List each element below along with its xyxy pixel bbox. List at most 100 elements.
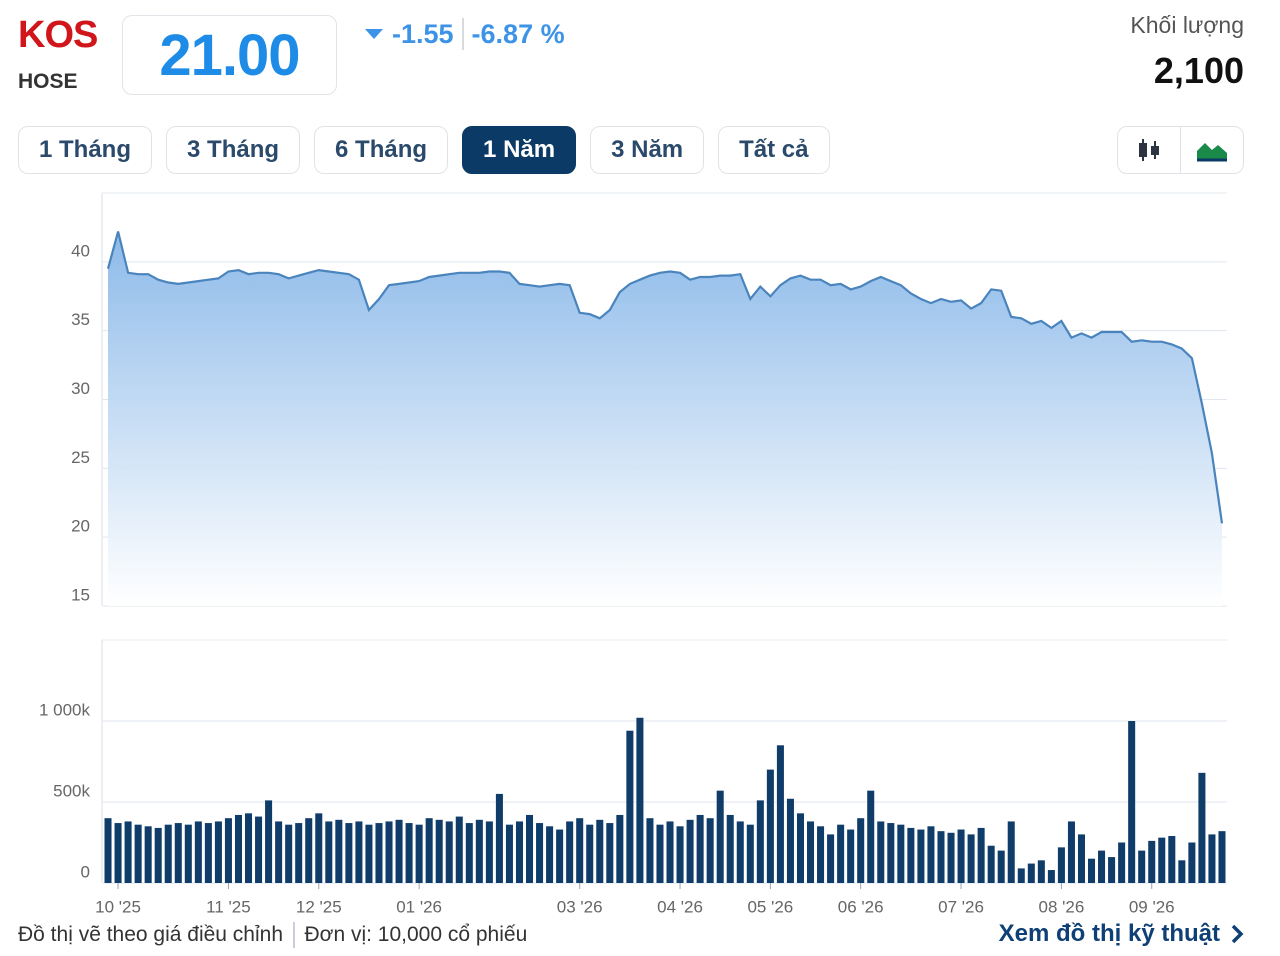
y-tick-label: 20 <box>71 517 90 536</box>
volume-bar <box>817 826 825 883</box>
volume-bar <box>335 819 343 883</box>
volume-label: Khối lượng <box>1130 12 1244 38</box>
volume-bar <box>124 821 132 883</box>
volume-bar <box>716 790 724 883</box>
volume-bar <box>1007 821 1015 883</box>
volume-bar <box>184 824 192 883</box>
volume-bar <box>556 829 564 883</box>
volume-bar <box>1057 847 1065 883</box>
volume-bar <box>1188 842 1196 883</box>
volume-bar <box>1178 860 1186 883</box>
x-tick-label: 06 '26 <box>838 897 884 916</box>
volume-bar <box>164 824 172 883</box>
volume-bar <box>897 824 905 883</box>
down-arrow <box>365 29 383 39</box>
volume-bar <box>1208 834 1216 883</box>
volume-bar <box>104 818 112 883</box>
volume-bar <box>114 823 122 883</box>
separator <box>461 18 464 50</box>
footer-notes: Đồ thị vẽ theo giá điều chỉnh Đơn vị: 10… <box>18 922 527 948</box>
volume-bar <box>144 826 152 883</box>
volume-bar <box>134 824 142 883</box>
volume-bar <box>586 824 594 883</box>
y-tick-label: 30 <box>71 379 90 398</box>
volume-bar <box>857 818 865 883</box>
volume-bar <box>174 823 182 883</box>
volume-bar <box>1037 860 1045 883</box>
volume-bar <box>1088 858 1096 883</box>
footer-note: Đồ thị vẽ theo giá điều chỉnh <box>18 923 284 946</box>
area-button[interactable] <box>1180 127 1243 173</box>
area-icon <box>1197 143 1227 162</box>
volume-bar <box>786 798 794 883</box>
volume-bar <box>656 824 664 883</box>
volume-bar <box>1077 834 1085 883</box>
volume-bar <box>1118 842 1126 883</box>
volume-bar <box>224 818 232 883</box>
volume-bar <box>475 819 483 883</box>
volume-bar <box>194 821 202 883</box>
range-button[interactable]: 3 Tháng <box>166 126 301 174</box>
price-line <box>106 231 1224 524</box>
volume-bar <box>375 823 383 883</box>
volume-bar <box>576 818 584 883</box>
volume-bar <box>395 819 403 883</box>
volume-bar <box>1067 821 1075 883</box>
volume-bar <box>596 819 604 883</box>
volume-bar <box>405 823 413 883</box>
volume-bar <box>666 821 674 883</box>
volume-bar <box>807 821 815 883</box>
change-percent: -6.87 % <box>471 18 565 49</box>
volume-bar <box>255 816 263 883</box>
range-button[interactable]: 1 Năm <box>462 126 577 174</box>
range-button[interactable]: 1 Tháng <box>18 126 153 174</box>
volume-bar <box>736 821 744 883</box>
volume-bar <box>867 790 875 883</box>
volume-bar <box>465 823 473 883</box>
volume-bar <box>505 824 513 883</box>
volume-bar <box>515 821 523 883</box>
volume-bar <box>957 829 965 883</box>
y-tick-label: 15 <box>71 585 90 604</box>
volume-bar <box>887 823 895 883</box>
volume-bar <box>877 821 885 883</box>
volume-bar <box>756 800 764 883</box>
footer-unit: Đơn vị: 10,000 cổ phiếu <box>304 923 528 946</box>
volume-bar <box>676 826 684 883</box>
volume-bar <box>234 814 242 883</box>
volume-bar <box>204 823 212 883</box>
volume-bar <box>927 826 935 883</box>
volume-bar <box>445 821 453 883</box>
x-tick-label: 01 '26 <box>396 897 442 916</box>
range-button[interactable]: 3 Năm <box>590 126 705 174</box>
volume-bar <box>997 850 1005 883</box>
volume-bar <box>214 821 222 883</box>
volume-bar <box>305 818 313 883</box>
volume-bar <box>967 834 975 883</box>
volume-bar <box>847 829 855 883</box>
range-button[interactable]: 6 Tháng <box>314 126 449 174</box>
volume-bar <box>766 769 774 883</box>
range-button[interactable]: Tất cả <box>718 126 830 174</box>
volume-bar <box>1098 850 1106 883</box>
volume-bar <box>1198 772 1206 883</box>
volume-bar <box>796 813 804 883</box>
volume-bar <box>907 827 915 883</box>
change-value: -1.55 <box>392 18 454 49</box>
volume-bar <box>696 814 704 883</box>
y-tick-label: 25 <box>71 448 90 467</box>
price: 21.00 <box>159 22 300 88</box>
volume-bar <box>245 813 253 883</box>
volume-bar <box>606 823 614 883</box>
volume-bar <box>1158 837 1166 883</box>
volume-bar <box>1148 840 1156 883</box>
volume-bar <box>566 821 574 883</box>
technical-chart-link[interactable]: Xem đồ thị kỹ thuật <box>999 920 1244 948</box>
volume-bar <box>526 814 534 883</box>
price-area <box>108 231 1222 606</box>
candlestick-button[interactable] <box>1118 127 1180 173</box>
volume-bar <box>917 829 925 883</box>
volume-bar <box>636 717 644 883</box>
volume-bar <box>365 824 373 883</box>
volume-bar <box>776 745 784 883</box>
